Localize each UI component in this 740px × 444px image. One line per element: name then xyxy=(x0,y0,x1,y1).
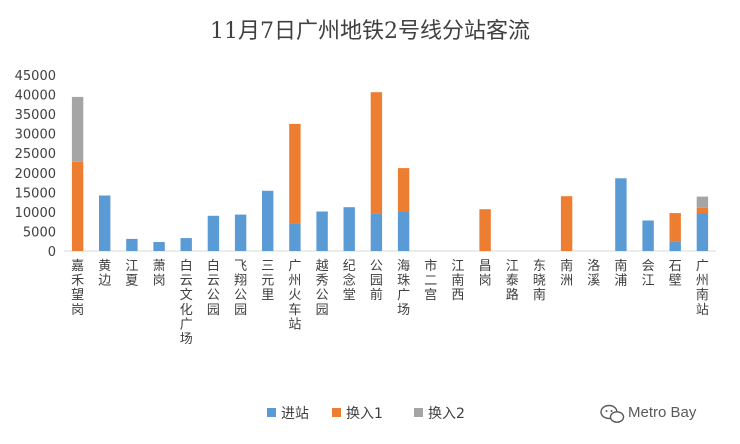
legend-label-2: 换入1 xyxy=(346,405,383,422)
bar-segment-1 xyxy=(696,213,709,251)
y-tick-label: 0 xyxy=(48,245,56,260)
category-label: 石壁 xyxy=(669,259,682,289)
bar-segment-1 xyxy=(289,223,301,251)
category-label: 白云公园 xyxy=(207,258,220,318)
bar-segment-1 xyxy=(262,190,274,251)
legend-swatch-1 xyxy=(267,408,276,417)
category-label: 越秀公园 xyxy=(316,259,329,318)
category-label: 公园前 xyxy=(370,259,383,303)
chart-title: 11月7日广州地铁2号线分站客流 xyxy=(210,19,530,44)
bar-segment-1 xyxy=(370,213,383,251)
bar-segment-1 xyxy=(397,211,410,251)
bar-segment-1 xyxy=(153,242,165,251)
bar-segment-1 xyxy=(234,214,247,251)
bar-segment-3 xyxy=(696,196,709,208)
legend-swatch-2 xyxy=(332,408,341,417)
legend-label-1: 进站 xyxy=(281,406,309,422)
category-label: 南浦 xyxy=(614,258,627,289)
category-label: 三元里 xyxy=(261,259,274,303)
bar-segment-1 xyxy=(99,195,111,251)
bars-group xyxy=(71,92,709,251)
y-tick-label: 5000 xyxy=(23,225,56,240)
y-tick-label: 45000 xyxy=(15,69,56,84)
y-tick-label: 25000 xyxy=(15,147,56,162)
category-label: 市二宫 xyxy=(424,258,437,303)
watermark: Metro Bay xyxy=(600,404,697,423)
bar-segment-1 xyxy=(615,178,627,251)
bar-segment-1 xyxy=(126,238,138,251)
legend: 进站 换入1 换入2 xyxy=(267,405,465,422)
legend-label-3: 换入2 xyxy=(428,405,465,422)
category-label: 南洲 xyxy=(560,258,573,289)
bar-segment-2 xyxy=(479,209,491,251)
bar-segment-1 xyxy=(669,241,681,251)
category-label: 会江 xyxy=(642,259,655,289)
bar-segment-2 xyxy=(370,92,383,214)
legend-swatch-3 xyxy=(414,408,423,417)
y-tick-label: 40000 xyxy=(15,89,56,104)
y-tick-label: 20000 xyxy=(15,167,56,182)
y-tick-label: 15000 xyxy=(15,186,56,201)
category-label: 海珠广场 xyxy=(397,259,410,318)
category-label: 洛溪 xyxy=(587,259,600,289)
bar-segment-2 xyxy=(696,208,709,214)
category-label: 萧岗 xyxy=(153,259,166,289)
bar-segment-1 xyxy=(343,207,355,251)
bar-segment-3 xyxy=(71,96,84,162)
y-tick-label: 10000 xyxy=(15,206,56,221)
category-label: 昌岗 xyxy=(479,259,492,289)
category-label: 嘉禾望岗 xyxy=(71,259,84,318)
y-tick-label: 35000 xyxy=(15,108,56,123)
category-label: 纪念堂 xyxy=(343,259,356,303)
bar-segment-2 xyxy=(289,123,301,224)
category-label: 江南西 xyxy=(451,259,464,303)
category-label: 白云文化广场 xyxy=(180,258,193,347)
wechat-icon xyxy=(600,404,625,423)
bar-segment-2 xyxy=(397,168,410,212)
category-label: 飞翔公园 xyxy=(234,259,247,318)
bar-segment-2 xyxy=(71,161,84,251)
category-label: 广州南站 xyxy=(696,259,709,318)
category-label: 江夏 xyxy=(125,259,138,289)
bar-segment-2 xyxy=(669,213,681,242)
bar-segment-1 xyxy=(180,238,192,251)
y-axis: 0 5000 10000 15000 20000 25000 30000 35000 40000… xyxy=(15,69,716,260)
y-tick-label: 30000 xyxy=(15,128,56,143)
bar-segment-1 xyxy=(207,215,220,251)
bar-segment-2 xyxy=(560,196,573,251)
watermark-text: Metro Bay xyxy=(628,404,697,421)
category-label: 东晓南 xyxy=(533,259,546,303)
bar-segment-1 xyxy=(642,220,654,251)
category-label: 江泰路 xyxy=(506,259,519,303)
category-label: 黄边 xyxy=(98,259,111,289)
bar-segment-1 xyxy=(316,211,328,251)
category-label: 广州火车站 xyxy=(288,259,301,332)
